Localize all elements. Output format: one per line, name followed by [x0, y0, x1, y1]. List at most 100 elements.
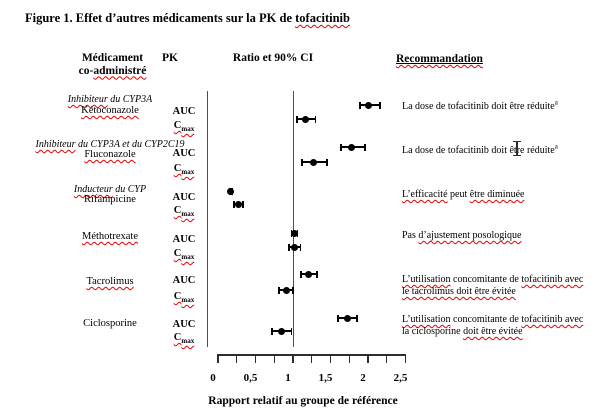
col-header-medicament: Médicament co-administré: [60, 52, 165, 77]
ci-cap-left: [232, 200, 235, 208]
text-segment: Kétoconazole: [81, 105, 139, 116]
forest-point-marker: [282, 286, 290, 294]
text-segment: du CYP3A: [107, 94, 153, 105]
recommendation-text: Pas d’ajustement posologique: [402, 230, 521, 242]
pk-cmax-label: Cmax: [160, 205, 208, 220]
ci-cap-right: [364, 143, 366, 151]
text-segment: du CYP: [112, 184, 147, 195]
group-label: Inhibiteur du CYP3A et du CYP2C19: [15, 139, 205, 150]
col-header-pk: PK: [162, 52, 178, 64]
text-segment: Rifampicine: [84, 194, 136, 205]
x-axis-tick: [329, 354, 332, 363]
forest-point-marker: [344, 314, 352, 322]
text-segment: L’efficacité: [402, 189, 448, 200]
col-header-medicament-line2-prefix: co-: [78, 64, 94, 77]
x-axis-tick: [311, 354, 313, 363]
pk-auc-label: AUC: [172, 106, 196, 117]
text-segment: la ciclosporine: [402, 326, 464, 337]
pk-cmax-label: Cmax: [160, 120, 208, 135]
ci-cap-right: [241, 200, 244, 208]
text-segment: Fluconazole: [84, 149, 136, 160]
ci-cap-right: [290, 327, 293, 335]
col-header-recommandation: Recommandation: [396, 53, 483, 66]
forest-point-marker: [227, 187, 235, 195]
x-axis-tick: [273, 354, 275, 363]
recommendation-text: La dose de tofacitinib doit être réduite…: [402, 98, 558, 113]
group-label: Inhibiteur du CYP3A: [15, 94, 205, 105]
drug-name: Rifampicine: [15, 194, 205, 205]
recommendation-text: L’utilisation concomitante de tofacitini…: [402, 274, 583, 286]
pk-cmax-label: Cmax: [160, 332, 208, 347]
figure-title-text: Figure 1. Effet d’autres médicaments sur…: [25, 11, 296, 25]
text-segment: Inhibiteur: [35, 139, 76, 150]
pk-auc-label: AUC: [172, 192, 196, 203]
x-axis-tick-label: 2,5: [393, 372, 408, 384]
plot-left-border: [207, 91, 208, 347]
text-segment: peut: [447, 189, 470, 200]
figure-title: Figure 1. Effet d’autres médicaments sur…: [25, 11, 350, 26]
ci-cap-left: [301, 158, 303, 166]
pk-cmax-sub: max: [181, 125, 195, 134]
pk-cmax-main: C: [173, 332, 182, 343]
text-segment: le tacrolimus doit être évitée: [402, 286, 516, 297]
text-segment: d’ajustement posologique: [418, 230, 522, 241]
drug-name: Kétoconazole: [15, 105, 205, 116]
ci-cap-left: [271, 327, 273, 335]
pk-cmax-sub: max: [181, 296, 195, 305]
ci-cap-right: [379, 101, 381, 109]
text-segment: être diminuée: [469, 189, 525, 200]
x-axis-tick: [404, 354, 407, 363]
recommendation-text: la ciclosporine doit être évitée: [402, 326, 523, 338]
forest-point-marker: [305, 270, 313, 278]
x-axis-tick-label: 0: [210, 372, 216, 384]
x-axis-tick: [348, 354, 350, 363]
text-segment: doit être évitée: [463, 326, 523, 337]
forest-point-marker: [309, 158, 317, 166]
ci-cap-left: [340, 143, 342, 151]
col-header-ratio-ci: Ratio et 90% CI: [232, 52, 314, 64]
footnote-marker: a: [554, 98, 558, 107]
text-segment: L’utilisation: [402, 274, 451, 285]
forest-point-marker: [348, 143, 355, 151]
text-segment: tofacitinib avec: [521, 314, 584, 325]
drug-name: Méthotrexate: [15, 231, 205, 242]
footnote-marker: a: [554, 142, 558, 151]
pk-auc-label: AUC: [172, 319, 196, 330]
pk-cmax-main: C: [173, 291, 182, 302]
text-segment: La dose de tofacitinib doit être réduite: [402, 101, 555, 112]
text-ibeam-cursor[interactable]: [513, 141, 521, 156]
text-segment: Ciclosporine: [83, 318, 137, 329]
ci-cap-left: [358, 101, 361, 109]
pk-cmax-sub: max: [181, 168, 195, 177]
x-axis-tick-label: 1,5: [318, 372, 333, 384]
text-segment: Méthotrexate: [82, 231, 138, 242]
col-header-medicament-line2-word: administré: [93, 64, 147, 77]
col-header-recommandation-text: Recommandation: [396, 53, 483, 65]
ci-cap-right: [292, 286, 294, 294]
text-segment: du CYP3A et du CYP2C19: [75, 139, 185, 150]
pk-cmax-sub: max: [181, 210, 195, 219]
text-segment: Pas: [402, 230, 419, 241]
recommendation-text: L’utilisation concomitante de tofacitini…: [402, 314, 583, 326]
pk-auc-label: AUC: [172, 275, 196, 286]
x-axis-tick-label: 1: [285, 372, 291, 384]
pk-cmax-main: C: [173, 248, 182, 259]
drug-name: Ciclosporine: [15, 318, 205, 329]
recommendation-text: le tacrolimus doit être évitée: [402, 286, 516, 298]
forest-point-marker: [291, 229, 298, 237]
text-segment: Tacrolimus: [86, 276, 134, 287]
forest-point-marker: [301, 115, 309, 123]
x-axis-tick-label: 2: [360, 372, 366, 384]
group-label: Inducteur du CYP: [15, 184, 205, 195]
text-segment: La dose de tofacitinib doit être réduite: [402, 145, 555, 156]
x-axis-tick: [367, 354, 369, 363]
x-axis-tick: [236, 354, 238, 363]
ci-cap-right: [355, 314, 358, 322]
ci-cap-right: [325, 158, 328, 166]
ci-cap-left: [337, 314, 339, 322]
pk-cmax-sub: max: [181, 253, 195, 262]
text-segment: concomitante de: [450, 314, 522, 325]
forest-point-marker: [364, 101, 372, 109]
pk-cmax-label: Cmax: [160, 248, 208, 263]
pk-auc-label: AUC: [172, 234, 196, 245]
